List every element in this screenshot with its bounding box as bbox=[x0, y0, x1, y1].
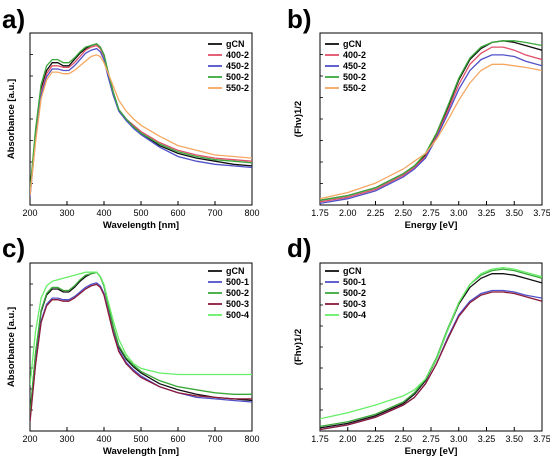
panel-letter: b) bbox=[287, 4, 312, 34]
x-axis-title: Energy [eV] bbox=[405, 220, 458, 231]
x-tick-label: 200 bbox=[22, 208, 37, 218]
legend-label: 500-3 bbox=[226, 299, 249, 309]
x-tick-label: 800 bbox=[244, 208, 259, 218]
x-tick-label: 3.25 bbox=[478, 208, 496, 218]
x-axis-title: Energy [eV] bbox=[405, 446, 458, 457]
x-tick-label: 3.75 bbox=[533, 208, 550, 218]
x-tick-label: 2.25 bbox=[367, 434, 385, 444]
panel-c: c) 200 300 400 500 600 700 800 Wavelength [nm] Ab… bbox=[2, 233, 260, 457]
legend-label: gCN bbox=[226, 266, 245, 276]
x-tick-label: 3.00 bbox=[450, 208, 468, 218]
x-tick-label: 300 bbox=[59, 208, 74, 218]
legend-label: 500-2 bbox=[343, 72, 366, 82]
legend-label: 400-2 bbox=[343, 50, 366, 60]
legend-label: 500-4 bbox=[226, 310, 249, 320]
y-axis-title: (Fhν)1/2 bbox=[293, 329, 304, 365]
panel-letter: c) bbox=[2, 233, 25, 263]
x-tick-label: 2.00 bbox=[339, 434, 357, 444]
panel-letter: d) bbox=[287, 233, 312, 263]
x-tick-label: 500 bbox=[133, 434, 148, 444]
series-line-400-2 bbox=[320, 46, 542, 203]
x-tick-label: 3.00 bbox=[450, 434, 468, 444]
series-line-500-2 bbox=[30, 43, 252, 191]
x-tick-label: 300 bbox=[59, 434, 74, 444]
legend-label: 550-2 bbox=[226, 83, 249, 93]
x-axis-title: Wavelength [nm] bbox=[103, 220, 179, 231]
series-line-400-2 bbox=[30, 44, 252, 196]
legend-label: 500-1 bbox=[343, 277, 366, 287]
x-tick-label: 1.75 bbox=[311, 434, 329, 444]
legend-label: 550-2 bbox=[343, 83, 366, 93]
plot-frame bbox=[29, 262, 253, 432]
x-tick-label: 500 bbox=[133, 208, 148, 218]
legend-label: 500-2 bbox=[226, 72, 249, 82]
x-tick-label: 600 bbox=[170, 208, 185, 218]
legend-label: gCN bbox=[343, 266, 362, 276]
legend-label: gCN bbox=[343, 39, 362, 49]
panel-a: a) 200 300 400 500 600 700 800 Wavelength [nm] Ab… bbox=[2, 4, 260, 231]
plot-frame bbox=[29, 32, 253, 206]
x-tick-label: 2.50 bbox=[394, 434, 412, 444]
x-tick-label: 700 bbox=[207, 434, 222, 444]
panel-letter: a) bbox=[2, 4, 25, 34]
legend-label: 500-2 bbox=[343, 288, 366, 298]
series-line-450-2 bbox=[30, 47, 252, 198]
x-tick-label: 2.25 bbox=[367, 208, 385, 218]
x-tick-label: 2.75 bbox=[422, 208, 440, 218]
x-tick-label: 400 bbox=[96, 434, 111, 444]
series-line-500-3 bbox=[320, 291, 542, 431]
legend-label: 400-2 bbox=[226, 50, 249, 60]
y-axis-title: Absorbance [a.u.] bbox=[6, 79, 17, 159]
x-tick-label: 2.75 bbox=[422, 434, 440, 444]
y-axis-title: Absorbance [a.u.] bbox=[6, 307, 17, 387]
series-line-500-3 bbox=[30, 283, 252, 422]
series-line-500-4 bbox=[320, 266, 542, 420]
x-tick-label: 800 bbox=[244, 434, 259, 444]
x-tick-label: 400 bbox=[96, 208, 111, 218]
x-tick-label: 200 bbox=[22, 434, 37, 444]
legend-label: gCN bbox=[226, 39, 245, 49]
x-tick-label: 3.25 bbox=[478, 434, 496, 444]
series-line-550-2 bbox=[30, 54, 252, 196]
legend-label: 450-2 bbox=[226, 61, 249, 71]
x-tick-label: 700 bbox=[207, 208, 222, 218]
x-tick-label: 3.75 bbox=[533, 434, 550, 444]
panel-b: b) 1.75 2.00 2.25 2.50 2.75 3.00 3.25 3.50 3.75 En… bbox=[287, 4, 550, 231]
series-line-550-2 bbox=[320, 63, 542, 200]
legend-label: 500-3 bbox=[343, 299, 366, 309]
series-line-450-2 bbox=[320, 54, 542, 205]
x-tick-label: 2.00 bbox=[339, 208, 357, 218]
legend-label: 500-4 bbox=[343, 310, 366, 320]
series-line-500-2 bbox=[320, 40, 542, 201]
x-tick-label: 2.50 bbox=[394, 208, 412, 218]
x-tick-label: 3.50 bbox=[505, 434, 523, 444]
y-axis-title: (Fhν)1/2 bbox=[293, 101, 304, 137]
legend-label: 450-2 bbox=[343, 61, 366, 71]
legend-label: 500-1 bbox=[226, 277, 249, 287]
panel-d: d) 1.75 2.00 2.25 2.50 2.75 3.00 3.25 3.50 3.75 En… bbox=[287, 233, 550, 457]
x-tick-label: 1.75 bbox=[311, 208, 329, 218]
x-axis-title: Wavelength [nm] bbox=[103, 446, 179, 457]
series-line-500-4 bbox=[30, 271, 252, 386]
legend-label: 500-2 bbox=[226, 288, 249, 298]
x-tick-label: 3.50 bbox=[505, 208, 523, 218]
x-tick-label: 600 bbox=[170, 434, 185, 444]
